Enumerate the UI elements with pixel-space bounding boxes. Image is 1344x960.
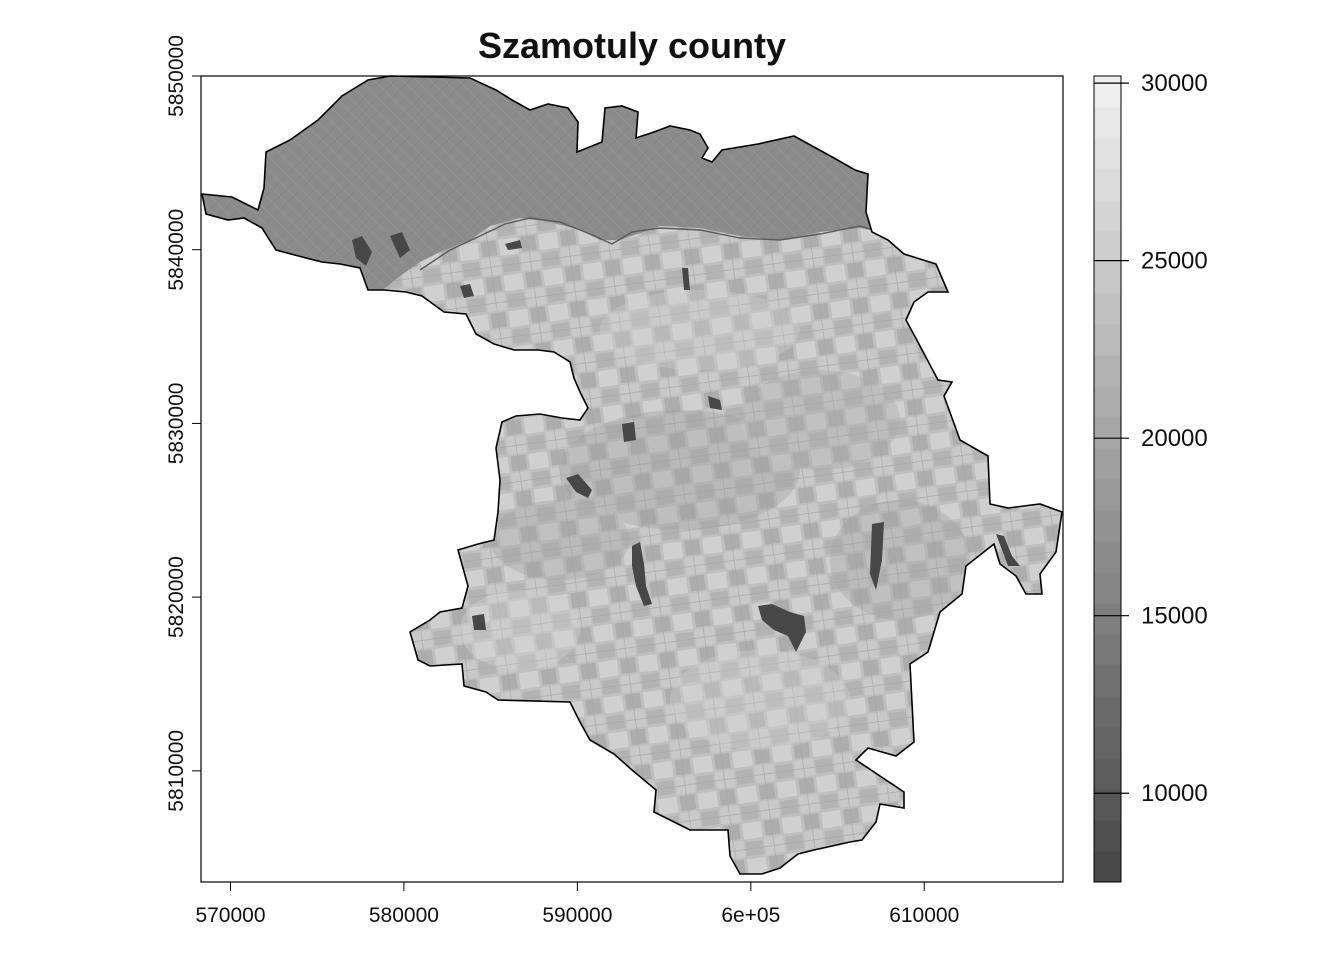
map-title: Szamotuly county [478,25,786,66]
legend-swatch [1094,820,1121,852]
legend-swatch [1094,324,1121,356]
y-tick-label: 5820000 [165,556,188,638]
y-tick-label: 5840000 [165,209,188,291]
legend-tick-label: 10000 [1141,780,1208,807]
legend-tick-label: 20000 [1141,425,1208,452]
legend-swatch [1094,293,1121,325]
legend-swatch [1094,541,1121,573]
legend-frame [1093,75,1122,883]
water-bodies [352,232,1020,652]
shading-patches [460,290,970,750]
legend-swatch [1094,696,1121,728]
legend-swatch [1094,758,1121,790]
legend-swatch [1094,572,1121,604]
legend-tick-label: 15000 [1141,603,1208,630]
legend-swatch [1094,448,1121,480]
color-legend: 10000 15000 20000 25000 30000 [1093,70,1208,883]
legend-swatch [1094,355,1121,387]
x-tick-label: 570000 [195,904,265,927]
x-tick-label: 6e+05 [721,904,780,927]
legend-swatch [1094,200,1121,232]
y-tick-label: 5850000 [165,35,188,117]
legend-swatch [1094,789,1121,821]
legend-swatch [1094,107,1121,139]
river-line [419,217,881,271]
y-axis: 5810000 5820000 5830000 5840000 5850000 [165,35,202,812]
legend-swatch [1094,138,1121,170]
legend-swatch [1094,262,1121,294]
legend-swatch [1094,76,1121,108]
legend-tick-label: 30000 [1141,70,1208,97]
legend-swatch [1094,603,1121,635]
legend-swatch [1094,634,1121,666]
legend-swatch [1094,665,1121,697]
legend-swatch [1094,417,1121,449]
legend-tick-label: 25000 [1141,248,1208,275]
legend-swatch [1094,510,1121,542]
legend-swatch [1094,231,1121,263]
legend-swatch [1094,386,1121,418]
legend-swatch [1094,851,1121,883]
legend-swatch [1094,727,1121,759]
x-axis: 570000 580000 590000 6e+05 610000 [195,881,959,927]
x-tick-label: 610000 [889,904,959,927]
legend-swatch [1094,169,1121,201]
y-tick-label: 5810000 [165,730,188,812]
legend-swatch [1094,479,1121,511]
x-tick-label: 590000 [542,904,612,927]
x-tick-label: 580000 [369,904,439,927]
y-tick-label: 5830000 [165,383,188,465]
county-raster [201,75,1063,875]
